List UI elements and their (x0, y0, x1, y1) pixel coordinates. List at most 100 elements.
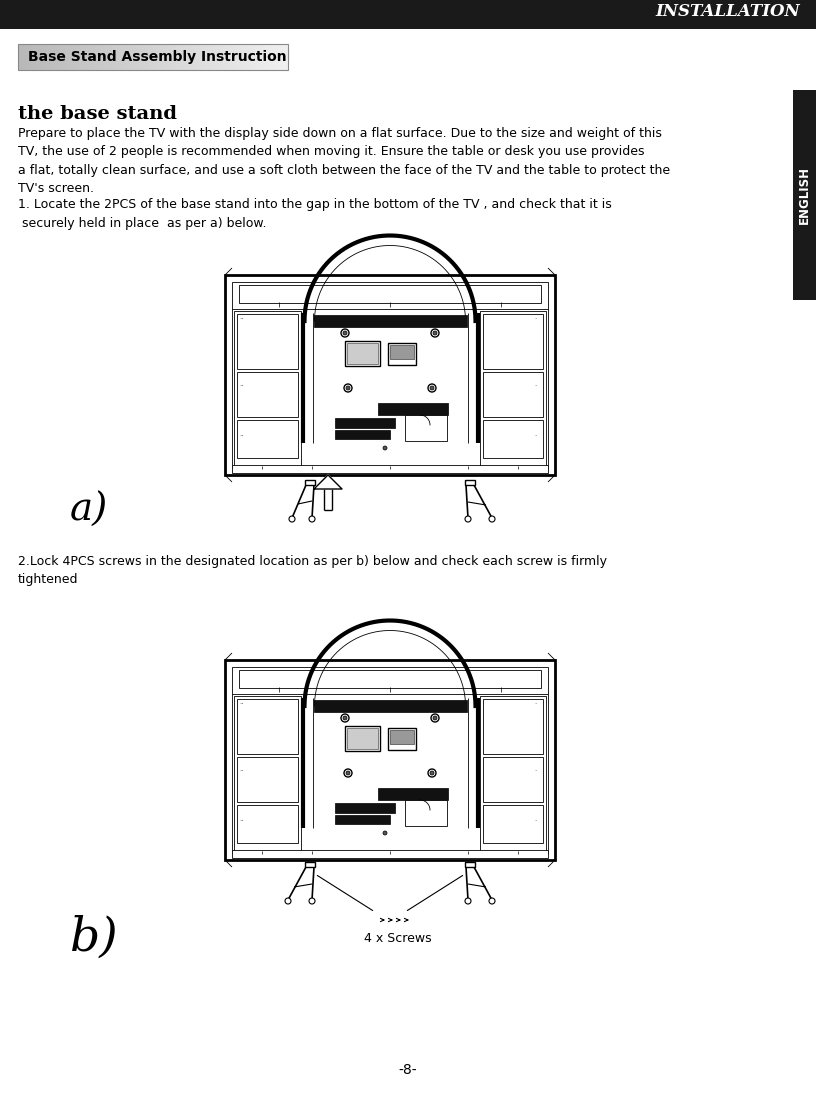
Bar (46, 44, 47, 70)
Circle shape (428, 769, 436, 777)
Bar (482, 420, 543, 458)
Bar (162, 44, 163, 70)
Bar (194, 44, 196, 70)
Bar (220, 44, 221, 70)
Bar (286, 44, 287, 70)
Bar (193, 44, 194, 70)
Bar (282, 44, 284, 70)
Bar (482, 699, 543, 754)
Bar (109, 44, 110, 70)
Polygon shape (314, 475, 342, 489)
Bar (38, 44, 40, 70)
Bar (150, 44, 152, 70)
Bar (103, 44, 104, 70)
Bar (239, 670, 541, 688)
Bar (190, 44, 191, 70)
Bar (95, 44, 96, 70)
Text: ..: .. (239, 431, 243, 437)
Bar (136, 44, 137, 70)
Text: ENGLISH: ENGLISH (797, 166, 810, 224)
Bar (50, 44, 51, 70)
Bar (173, 44, 174, 70)
Bar (133, 44, 135, 70)
Bar (55, 44, 57, 70)
Bar (174, 44, 175, 70)
Bar (196, 44, 197, 70)
Bar (20, 44, 21, 70)
Text: -8-: -8- (399, 1063, 417, 1077)
Bar (285, 44, 286, 70)
Bar (253, 44, 255, 70)
Bar (82, 44, 84, 70)
Bar (42, 44, 44, 70)
Bar (127, 44, 128, 70)
Bar (257, 44, 259, 70)
Bar (20, 44, 22, 70)
Bar (225, 275, 555, 475)
Bar (181, 44, 182, 70)
Bar (335, 418, 395, 428)
Bar (273, 44, 274, 70)
Text: .: . (534, 766, 536, 771)
Bar (482, 314, 543, 369)
Bar (171, 44, 172, 70)
Bar (120, 44, 121, 70)
Bar (405, 800, 447, 826)
Bar (195, 44, 197, 70)
Bar (228, 44, 230, 70)
Bar (40, 44, 41, 70)
Bar (234, 311, 300, 466)
Bar (335, 815, 390, 824)
Bar (244, 44, 246, 70)
Text: ..: .. (239, 815, 243, 822)
Bar (108, 44, 109, 70)
Bar (122, 44, 123, 70)
Bar (232, 850, 548, 858)
Bar (210, 44, 211, 70)
Bar (305, 480, 315, 485)
Bar (191, 44, 193, 70)
Bar (335, 430, 390, 439)
Bar (283, 44, 285, 70)
Bar (94, 44, 95, 70)
Bar (82, 44, 83, 70)
Bar (205, 44, 206, 70)
Bar (226, 44, 228, 70)
Bar (236, 44, 237, 70)
Bar (198, 44, 199, 70)
Circle shape (433, 717, 437, 720)
Bar (59, 44, 60, 70)
Text: Prepare to place the TV with the display side down on a flat surface. Due to the: Prepare to place the TV with the display… (18, 127, 670, 196)
Bar (154, 44, 155, 70)
Bar (100, 44, 101, 70)
Bar (78, 44, 79, 70)
Bar (87, 44, 89, 70)
Bar (49, 44, 50, 70)
Text: .: . (534, 431, 536, 437)
Text: .: . (534, 815, 536, 822)
Bar (114, 44, 116, 70)
Bar (237, 804, 298, 843)
Bar (219, 44, 220, 70)
Bar (229, 44, 231, 70)
Bar (240, 44, 242, 70)
Bar (131, 44, 133, 70)
Bar (0, 0, 816, 22)
Bar (246, 44, 248, 70)
Bar (63, 44, 64, 70)
Bar (80, 44, 82, 70)
Bar (234, 44, 235, 70)
Bar (465, 862, 475, 867)
Bar (151, 44, 153, 70)
Bar (239, 285, 541, 303)
Bar (61, 44, 63, 70)
Circle shape (285, 898, 291, 904)
Circle shape (430, 386, 434, 390)
Bar (29, 44, 31, 70)
Bar (144, 44, 145, 70)
Bar (96, 44, 98, 70)
Bar (237, 44, 238, 70)
Text: Base Stand Assembly Instruction: Base Stand Assembly Instruction (28, 49, 286, 64)
Bar (107, 44, 109, 70)
Bar (177, 44, 179, 70)
